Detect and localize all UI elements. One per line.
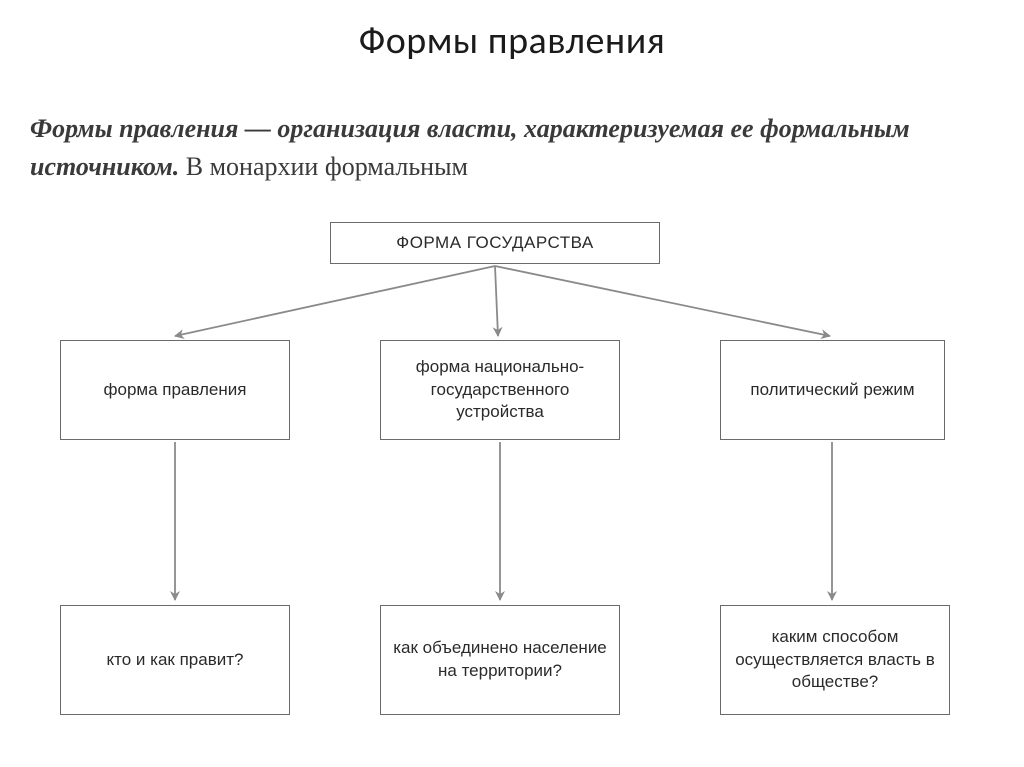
diagram-bottom-box-1: кто и как правит?: [60, 605, 290, 715]
definition-tail: В монархии формальным: [179, 152, 468, 181]
definition-text: Формы правления — организация власти, ха…: [30, 110, 990, 185]
diagram-mid-box-3: политический режим: [720, 340, 945, 440]
diagram-bottom-box-3: каким способом осуществляется власть в о…: [720, 605, 950, 715]
slide: Формы правления Формы правления — органи…: [0, 0, 1024, 767]
diagram-bottom-box-2: как объединено население на территории?: [380, 605, 620, 715]
diagram-root-box: ФОРМА ГОСУДАРСТВА: [330, 222, 660, 264]
diagram-mid-box-1: форма правления: [60, 340, 290, 440]
diagram-mid-box-2: форма национально-государственного устро…: [380, 340, 620, 440]
definition-term: Формы правления: [30, 114, 238, 143]
page-title: Формы правления: [0, 18, 1024, 64]
